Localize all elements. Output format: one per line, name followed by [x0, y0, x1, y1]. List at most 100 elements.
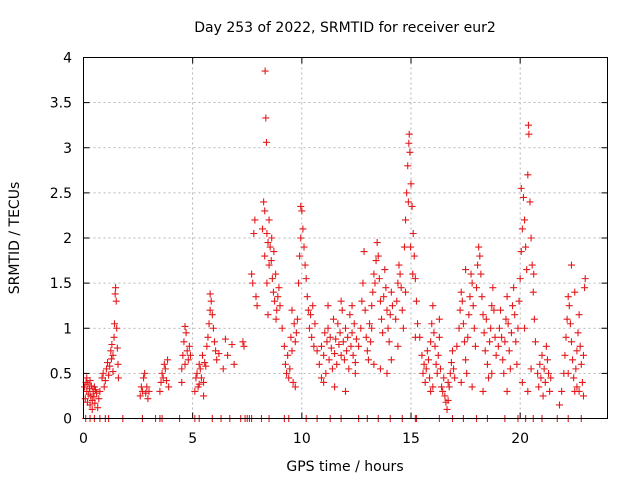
data-point [462, 266, 470, 274]
data-point [404, 162, 412, 170]
data-point [276, 302, 284, 310]
data-point [504, 320, 512, 328]
data-point [290, 320, 298, 328]
data-point [215, 350, 223, 358]
y-tick-label: 3.5 [50, 96, 72, 112]
data-point [183, 347, 191, 355]
data-point [271, 297, 279, 305]
data-point [439, 387, 447, 395]
data-point [506, 365, 514, 373]
data-point [305, 324, 313, 332]
data-point [398, 306, 406, 314]
data-point [434, 351, 442, 359]
data-point [327, 344, 335, 352]
data-point [510, 284, 518, 292]
data-point [393, 297, 401, 305]
data-point [374, 252, 382, 260]
data-point [469, 302, 477, 310]
data-point [338, 306, 346, 314]
data-point [511, 311, 519, 319]
data-point [326, 333, 334, 341]
data-point [524, 121, 532, 129]
data-point [265, 261, 273, 269]
data-point [161, 365, 169, 373]
data-point [521, 216, 529, 224]
data-point [579, 392, 587, 400]
data-point [144, 395, 152, 403]
data-point [567, 261, 575, 269]
data-point [301, 261, 309, 269]
data-point [156, 387, 164, 395]
data-point [343, 347, 351, 355]
data-point [308, 333, 316, 341]
data-point [324, 324, 332, 332]
data-point [486, 338, 494, 346]
data-point [158, 369, 166, 377]
data-point [517, 184, 525, 192]
data-point [261, 67, 269, 75]
data-point [502, 315, 510, 323]
data-point [562, 333, 570, 341]
data-point [239, 338, 247, 346]
data-point [307, 311, 315, 319]
data-point [561, 351, 569, 359]
data-point [397, 284, 405, 292]
y-axis-label: SRMTID / TECUs [7, 182, 23, 295]
data-point [488, 302, 496, 310]
data-point [111, 320, 119, 328]
data-point [431, 342, 439, 350]
data-point [546, 387, 554, 395]
data-point [380, 293, 388, 301]
data-point [297, 202, 305, 210]
data-point [272, 270, 280, 278]
data-point [106, 362, 114, 370]
data-point [371, 279, 379, 287]
data-point [101, 377, 109, 385]
data-point [376, 365, 384, 373]
data-point [213, 356, 221, 364]
data-point [302, 275, 310, 283]
data-point [372, 257, 380, 265]
data-point [572, 365, 580, 373]
data-point [107, 355, 115, 363]
data-point [575, 387, 583, 395]
data-point [462, 356, 470, 364]
data-point [457, 378, 465, 386]
data-point [345, 365, 353, 373]
data-point [293, 315, 301, 323]
data-point [291, 338, 299, 346]
data-point [99, 369, 107, 377]
data-point [108, 340, 116, 348]
data-point [521, 324, 529, 332]
x-tick-label: 20 [511, 431, 529, 447]
data-point [491, 333, 499, 341]
data-point [351, 369, 359, 377]
data-point [291, 383, 299, 391]
data-point [96, 387, 104, 395]
data-point [337, 351, 345, 359]
data-point [331, 350, 339, 358]
data-point [436, 365, 444, 373]
data-point [466, 293, 474, 301]
data-point [418, 351, 426, 359]
data-point [351, 359, 359, 367]
data-point [441, 392, 449, 400]
data-point [111, 290, 119, 298]
data-point [478, 293, 486, 301]
data-point [370, 270, 378, 278]
data-point [300, 243, 308, 251]
data-point [369, 288, 377, 296]
data-point [495, 324, 503, 332]
data-point [433, 369, 441, 377]
data-point [384, 324, 392, 332]
data-point [411, 275, 419, 283]
data-point [113, 344, 121, 352]
data-point [347, 342, 355, 350]
data-point [394, 342, 402, 350]
data-point [465, 311, 473, 319]
data-point [285, 374, 293, 382]
data-point [204, 333, 212, 341]
data-point [379, 329, 387, 337]
data-point [435, 315, 443, 323]
